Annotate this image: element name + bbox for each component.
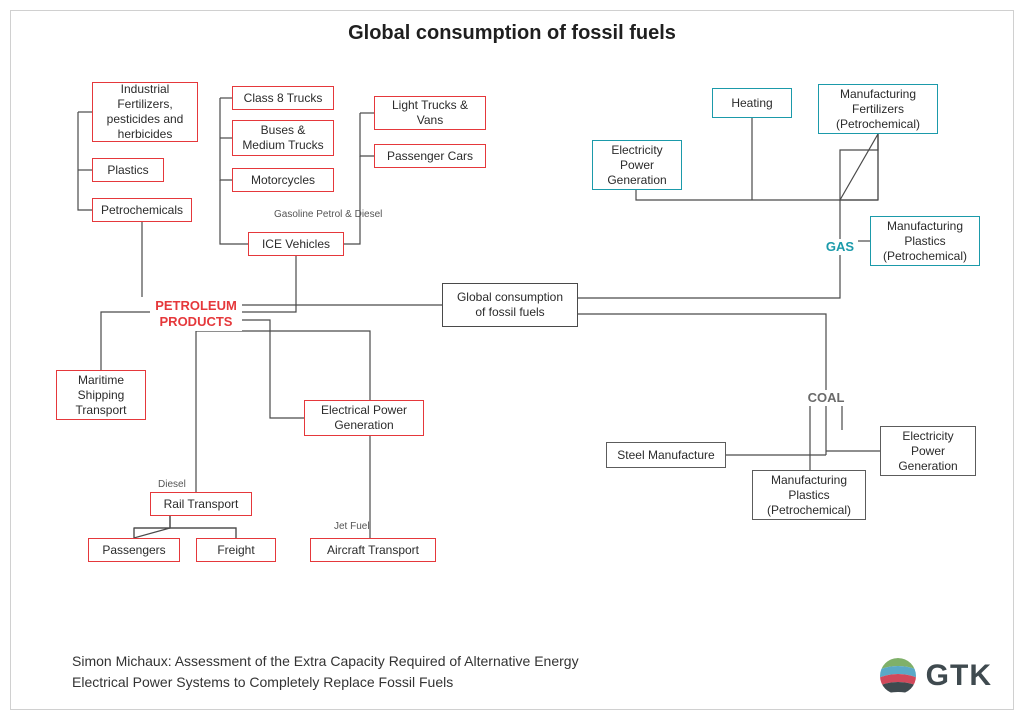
- note-jet_note: Jet Fuel: [334, 521, 370, 533]
- node-buses: Buses & Medium Trucks: [232, 120, 334, 156]
- node-gas_heat: Heating: [712, 88, 792, 118]
- note-ice_note: Gasoline Petrol & Diesel: [274, 209, 382, 221]
- node-gas_fert: Manufacturing Fertilizers (Petrochemical…: [818, 84, 938, 134]
- attribution-text: Simon Michaux: Assessment of the Extra C…: [72, 651, 579, 692]
- category-petroleum: PETROLEUM PRODUCTS: [150, 297, 242, 331]
- gtk-logo-icon: [878, 656, 918, 696]
- gtk-logo-text: GTK: [926, 659, 992, 693]
- category-coal: COAL: [804, 390, 848, 406]
- node-epg_pet: Electrical Power Generation: [304, 400, 424, 436]
- node-rail: Rail Transport: [150, 492, 252, 516]
- node-cars: Passenger Cars: [374, 144, 486, 168]
- category-gas: GAS: [822, 239, 858, 255]
- node-ltv: Light Trucks & Vans: [374, 96, 486, 130]
- node-central: Global consumption of fossil fuels: [442, 283, 578, 327]
- node-fertilizers_pest: Industrial Fertilizers, pesticides and h…: [92, 82, 198, 142]
- page-title: Global consumption of fossil fuels: [0, 22, 1024, 45]
- attribution-line-1: Simon Michaux: Assessment of the Extra C…: [72, 653, 579, 669]
- note-rail_note: Diesel: [158, 479, 186, 491]
- node-plastics: Plastics: [92, 158, 164, 182]
- node-aircraft: Aircraft Transport: [310, 538, 436, 562]
- node-moto: Motorcycles: [232, 168, 334, 192]
- node-steel: Steel Manufacture: [606, 442, 726, 468]
- node-freight: Freight: [196, 538, 276, 562]
- node-class8: Class 8 Trucks: [232, 86, 334, 110]
- node-coal_plast: Manufacturing Plastics (Petrochemical): [752, 470, 866, 520]
- node-passengers: Passengers: [88, 538, 180, 562]
- node-gas_elec: Electricity Power Generation: [592, 140, 682, 190]
- node-ice: ICE Vehicles: [248, 232, 344, 256]
- node-petrochem: Petrochemicals: [92, 198, 192, 222]
- node-maritime: Maritime Shipping Transport: [56, 370, 146, 420]
- gtk-logo: GTK: [878, 656, 992, 696]
- attribution-line-2: Electrical Power Systems to Completely R…: [72, 674, 453, 690]
- node-gas_plast: Manufacturing Plastics (Petrochemical): [870, 216, 980, 266]
- node-coal_elec: Electricity Power Generation: [880, 426, 976, 476]
